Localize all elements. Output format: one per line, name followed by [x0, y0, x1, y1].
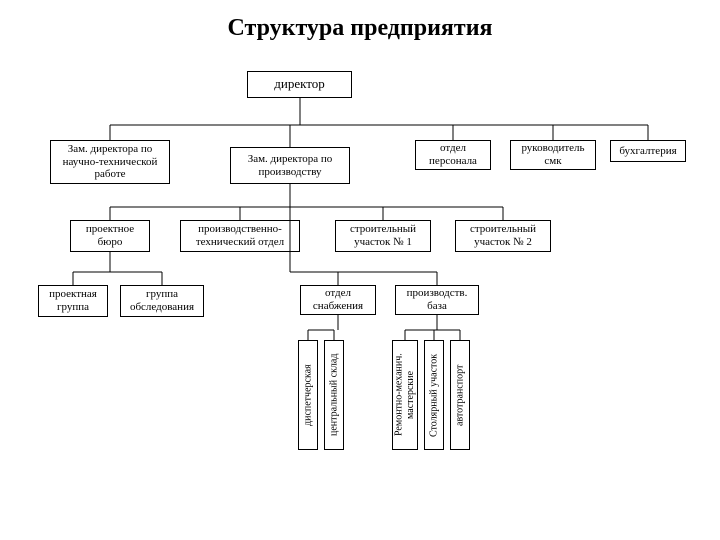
- org-chart-connectors: [0, 0, 720, 540]
